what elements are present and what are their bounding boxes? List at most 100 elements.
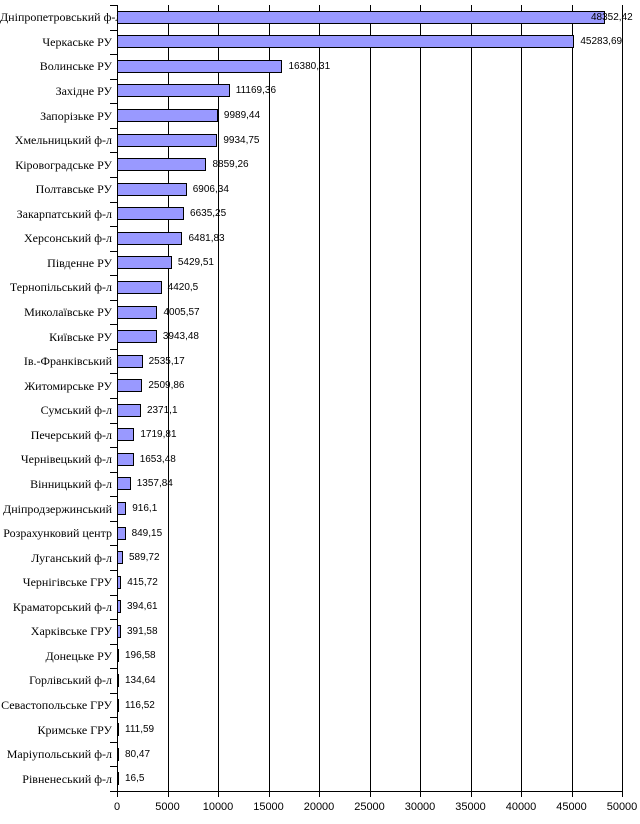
category-label: Дніпропетровський ф-л: [0, 10, 122, 25]
gridline: [622, 5, 623, 791]
bar: [117, 428, 135, 442]
category-label: Південне РУ: [47, 255, 112, 270]
value-label: 9989,44: [223, 110, 261, 122]
bar: [117, 330, 157, 344]
category-label: Хмельницький ф-л: [14, 133, 112, 148]
gridline: [319, 5, 320, 791]
category-label: Луганський ф-л: [31, 550, 112, 565]
category-axis-tick: [110, 521, 117, 522]
value-label: 589,72: [128, 552, 160, 564]
x-axis-tick-label: 45000: [556, 801, 587, 813]
category-axis-tick: [110, 570, 117, 571]
bar: [117, 575, 122, 589]
x-axis-tick-label: 0: [113, 801, 121, 813]
category-axis-tick: [110, 644, 117, 645]
value-label: 1653,48: [139, 453, 176, 465]
value-label: 45283,69: [580, 36, 623, 48]
bar: [117, 723, 119, 737]
x-axis-tick-label: 40000: [505, 801, 537, 813]
category-axis-tick: [110, 619, 117, 620]
x-axis-tick: [420, 791, 421, 797]
category-label: Сумський ф-л: [40, 403, 112, 418]
bar: [117, 280, 162, 294]
category-label: Кримське ГРУ: [37, 722, 112, 737]
category-axis-tick: [110, 472, 117, 473]
category-label: Ів.-Франківський: [23, 354, 112, 369]
category-label: Краматорський ф-л: [12, 599, 112, 614]
value-label: 394,61: [126, 601, 158, 613]
bar: [117, 649, 119, 663]
bar: [117, 772, 119, 786]
category-label: Дніпродзержинський: [3, 501, 112, 516]
x-axis-tick-label: 30000: [404, 801, 436, 813]
category-label: Київське РУ: [49, 329, 112, 344]
bar: [117, 231, 183, 245]
bar: [117, 624, 121, 638]
value-label: 391,58: [126, 625, 158, 637]
category-label: Харківське ГРУ: [30, 624, 112, 639]
value-label: 849,15: [131, 527, 163, 539]
category-label: Миколаївське РУ: [24, 305, 112, 320]
category-axis-tick: [110, 251, 117, 252]
category-label: Кіровоградське РУ: [15, 157, 112, 172]
bar: [117, 551, 123, 565]
category-label: Маріупольський ф-л: [6, 747, 112, 762]
value-label: 111,59: [125, 724, 155, 736]
value-label: 4420,5: [167, 281, 199, 293]
x-axis-tick-label: 20000: [303, 801, 335, 813]
bar: [117, 35, 575, 49]
category-axis-tick: [110, 423, 117, 424]
category-axis-tick: [110, 300, 117, 301]
value-axis-line: [117, 791, 623, 792]
category-label: Печерський ф-л: [30, 427, 112, 442]
x-axis-tick: [268, 791, 270, 797]
category-axis-tick: [110, 54, 117, 55]
x-axis-tick: [571, 791, 573, 797]
category-axis-tick: [110, 79, 117, 80]
bar: [117, 698, 119, 712]
category-axis-tick: [110, 30, 117, 31]
category-axis-tick: [110, 275, 117, 276]
category-label: Закарпатський ф-л: [16, 206, 112, 221]
category-axis-tick: [110, 103, 117, 104]
category-label: Розрахунковий центр: [3, 526, 112, 541]
bar: [117, 452, 134, 466]
bar: [117, 673, 119, 687]
x-axis-tick-label: 5000: [155, 801, 180, 813]
category-axis-tick: [110, 447, 117, 448]
category-axis-tick: [110, 5, 117, 6]
gridline: [218, 5, 219, 791]
gridline: [571, 5, 573, 791]
category-axis-tick: [110, 226, 117, 227]
category-label: Севастопольське ГРУ: [1, 698, 112, 713]
value-label: 16380,31: [288, 60, 331, 72]
value-label: 3943,48: [162, 331, 199, 343]
value-label: 116,52: [125, 699, 155, 711]
x-axis-tick: [218, 791, 219, 797]
value-label: 134,64: [125, 674, 156, 686]
category-label: Черкаське РУ: [42, 34, 112, 49]
value-label: 80,47: [125, 748, 151, 760]
bar: [117, 403, 141, 417]
x-axis-tick-label: 50000: [606, 801, 638, 813]
value-label: 6635,25: [190, 208, 227, 220]
bar: [117, 84, 230, 98]
x-axis-tick: [167, 791, 169, 797]
category-axis-tick: [110, 791, 117, 792]
x-axis-tick-label: 25000: [354, 801, 385, 813]
category-label: Волинське РУ: [39, 59, 112, 74]
bar: [117, 354, 143, 368]
category-axis-tick: [110, 398, 117, 399]
bar: [117, 502, 127, 516]
value-label: 16,5: [125, 773, 145, 785]
category-axis-tick: [110, 545, 117, 546]
bar: [117, 10, 606, 24]
category-axis-tick: [110, 496, 117, 497]
category-label: Західне РУ: [55, 83, 112, 98]
x-axis-tick-label: 10000: [202, 801, 234, 813]
gridline: [268, 5, 270, 791]
bar: [117, 182, 187, 196]
x-axis-tick: [470, 791, 472, 797]
bar: [117, 133, 218, 147]
